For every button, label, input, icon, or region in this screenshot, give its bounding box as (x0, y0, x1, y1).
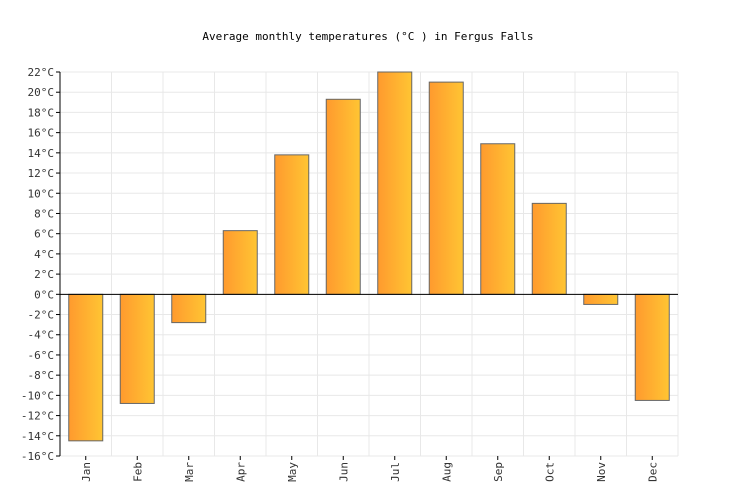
x-tick-label: Dec (646, 462, 659, 482)
y-tick-label: 4°C (34, 248, 54, 261)
x-tick-label: Feb (131, 462, 144, 482)
y-tick-label: -10°C (21, 389, 54, 402)
x-tick-label: Sep (492, 462, 505, 482)
bars (68, 71, 670, 442)
y-tick-label: 18°C (28, 106, 55, 119)
bar-feb (119, 293, 155, 404)
x-tick-label: Jun (337, 462, 350, 482)
x-tick-label: May (286, 462, 299, 482)
bar-jan (68, 293, 104, 442)
bar-aug (428, 81, 464, 295)
axes (56, 71, 678, 460)
y-tick-label: -2°C (28, 309, 55, 322)
bar-jul (377, 71, 413, 295)
bar-jun (325, 98, 361, 295)
y-tick-label: 8°C (34, 207, 54, 220)
x-tick-label: Nov (595, 462, 608, 482)
y-tick-label: 14°C (28, 147, 55, 160)
y-tick-label: 2°C (34, 268, 54, 281)
x-tick-label: Jan (80, 462, 93, 482)
bar-apr (222, 230, 258, 295)
x-tick-label: Mar (183, 462, 196, 482)
bar-may (274, 154, 310, 295)
bar-sep (480, 143, 516, 295)
y-tick-label: -4°C (28, 329, 55, 342)
chart-title: Average monthly temperatures (°C ) in Fe… (202, 30, 534, 43)
y-tick-label: -6°C (28, 349, 55, 362)
y-tick-label: -14°C (21, 430, 54, 443)
bar-oct (531, 202, 567, 295)
x-tick-label: Apr (234, 462, 247, 482)
bar-mar (171, 293, 207, 324)
x-tick-label: Jul (389, 462, 402, 482)
y-tick-label: 16°C (28, 127, 55, 140)
x-tick-label: Aug (440, 462, 453, 482)
y-tick-label: 6°C (34, 228, 54, 241)
y-tick-label: 20°C (28, 86, 55, 99)
bar-nov (583, 293, 619, 305)
y-tick-label: -12°C (21, 410, 54, 423)
y-tick-label: 12°C (28, 167, 55, 180)
y-tick-label: 10°C (28, 187, 55, 200)
bar-dec (634, 293, 670, 401)
x-tick-label: Oct (543, 462, 556, 482)
y-tick-label: 22°C (28, 66, 55, 79)
y-tick-label: -8°C (28, 369, 55, 382)
tick-labels: -16°C -14°C -12°C -10°C -8°C -6°C -4°C -2°C 0°C 2… (21, 66, 659, 482)
y-tick-label: 0°C (34, 288, 54, 301)
y-tick-label: -16°C (21, 450, 54, 463)
